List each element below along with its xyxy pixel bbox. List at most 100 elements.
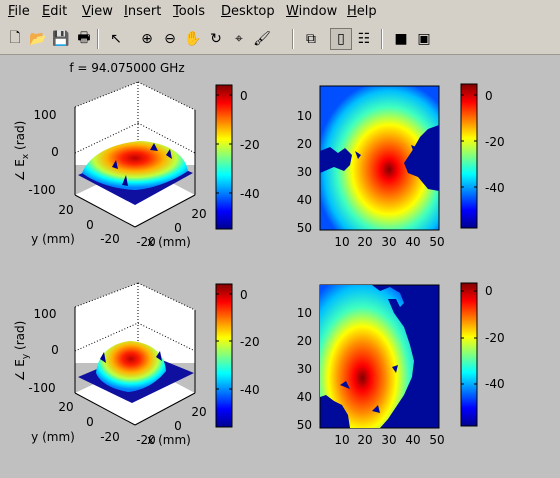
y-axis-label: y (mm) [31,430,75,444]
toolbar-separator [292,29,294,49]
colorbar-tick-0: 0 [240,288,248,302]
image-y-tick-40: 40 [297,193,312,207]
zoom-out-icon[interactable]: ⊖ [164,31,176,47]
colorbar-tick-neg40: -40 [485,181,505,195]
image-x-tick-10: 10 [334,235,349,249]
image-y-tick-50: 50 [297,418,312,432]
image-y-tick-30: 30 [297,362,312,376]
legend-icon[interactable]: ☷ [357,31,371,47]
x-tick-neg20: -20 [136,235,156,249]
menu-view[interactable]: View [82,4,113,19]
image-plot-ex[interactable]: 10 20 30 40 50 10 20 30 40 50 [297,85,445,249]
colorbar-top-left: 0 -20 -40 [215,84,260,230]
x-tick-0: 0 [174,419,182,433]
figure-toolbar: 🗋 📂 💾 🖶 ↖ ⊕ ⊖ ✋ ↻ ⌖ 🖌 ⧉ ▯ ☷ ■ ▣ [0,24,560,55]
z-tick-0: 0 [51,343,59,357]
y-tick-neg20: -20 [100,232,120,246]
surface-dome [96,341,166,392]
x-tick-20: 20 [191,405,206,419]
colorbar-tick-neg40: -40 [240,187,260,201]
x-tick-neg20: -20 [136,433,156,447]
z-axis-label-ex: ∠ Ex (rad) [13,121,31,182]
svg-text:∠ Ex (rad): ∠ Ex (rad) [13,121,31,182]
y-tick-0: 0 [86,218,94,232]
z-tick-neg100: -100 [28,183,55,197]
colorbar-tick-0: 0 [485,284,493,298]
colorbar-bottom-left: 0 -20 -40 [215,283,260,428]
colorbar-tick-0: 0 [240,89,248,103]
phase-wrap-right [404,125,439,191]
z-tick-0: 0 [51,145,59,159]
image-x-tick-30: 30 [381,433,396,447]
image-y-tick-20: 20 [297,137,312,151]
menu-insert[interactable]: Insert [124,4,162,19]
image-x-tick-40: 40 [405,235,420,249]
toolbar-separator [381,29,383,49]
show-plot-tools-icon[interactable]: ▣ [417,31,431,47]
z-axis-label-ey: ∠ Ey (rad) [13,321,31,382]
svg-text:∠ Ey (rad): ∠ Ey (rad) [13,321,31,382]
menu-tools[interactable]: Tools [173,4,206,19]
image-y-tick-40: 40 [297,390,312,404]
surface-dome [82,141,188,190]
brush-icon[interactable]: 🖌 [253,31,271,47]
zoom-in-icon[interactable]: ⊕ [141,31,153,47]
colorbar-tick-neg20: -20 [240,335,260,349]
x-axis-label: x (mm) [147,433,191,447]
figure-canvas: f = 94.075000 GHz 100 0 -100 20 0 -20 -2… [0,55,560,475]
z-tick-100: 100 [34,307,57,321]
image-y-tick-50: 50 [297,221,312,235]
image-y-tick-20: 20 [297,334,312,348]
toolbar-separator [97,29,99,49]
image-y-tick-30: 30 [297,165,312,179]
hide-plot-tools-icon[interactable]: ■ [394,31,408,47]
colorbar-tick-neg40: -40 [240,383,260,397]
new-file-icon[interactable]: 🗋 [9,30,21,46]
image-x-tick-20: 20 [357,235,372,249]
menu-file[interactable]: File [8,4,30,19]
menu-edit[interactable]: Edit [42,4,68,19]
image-x-tick-10: 10 [334,433,349,447]
colorbar-tick-0: 0 [485,89,493,103]
link-plot-icon[interactable]: ⧉ [306,31,316,47]
image-y-tick-10: 10 [297,109,312,123]
colorbar-tick-neg20: -20 [485,135,505,149]
x-tick-20: 20 [191,207,206,221]
y-axis-label: y (mm) [31,232,75,246]
menu-desktop[interactable]: Desktop [221,4,275,19]
colorbar-tick-neg20: -20 [240,138,260,152]
colorbar-tick-neg20: -20 [485,331,505,345]
data-cursor-icon[interactable]: ⌖ [235,31,243,47]
colorbar-bottom-right: 0 -20 -40 [460,282,505,427]
z-tick-neg100: -100 [28,381,55,395]
x-tick-0: 0 [174,221,182,235]
image-x-tick-50: 50 [429,433,444,447]
surface-plot-ex[interactable]: 100 0 -100 20 0 -20 -20 0 20 y (mm) x (m… [13,81,207,249]
figure-title: f = 94.075000 GHz [69,61,184,75]
colorbar-icon[interactable]: ▯ [330,28,352,50]
image-y-tick-10: 10 [297,306,312,320]
save-icon[interactable]: 💾 [52,31,70,47]
image-x-tick-20: 20 [357,433,372,447]
pan-hand-icon[interactable]: ✋ [184,31,202,47]
menu-window[interactable]: Window [286,4,338,19]
y-tick-20: 20 [58,400,73,414]
colorbar-top-right: 0 -20 -40 [460,83,505,229]
arrow-pointer-icon[interactable]: ↖ [110,31,122,47]
phase-wrap-left [320,147,352,173]
print-icon[interactable]: 🖶 [77,30,91,46]
phase-map-body [320,285,414,428]
y-tick-20: 20 [58,203,73,217]
surface-plot-ey[interactable]: 100 0 -100 20 0 -20 -20 0 20 y (mm) x (m… [13,282,207,447]
image-x-tick-40: 40 [405,433,420,447]
z-tick-100: 100 [34,108,57,122]
image-x-tick-50: 50 [429,235,444,249]
menu-help[interactable]: Help [347,4,377,19]
colorbar-tick-neg40: -40 [485,377,505,391]
y-tick-0: 0 [86,415,94,429]
image-x-tick-30: 30 [381,235,396,249]
rotate-3d-icon[interactable]: ↻ [210,31,222,47]
image-plot-ey[interactable]: 10 20 30 40 50 10 20 30 40 50 [297,284,445,447]
x-axis-label: x (mm) [147,235,191,249]
open-folder-icon[interactable]: 📂 [29,31,47,47]
